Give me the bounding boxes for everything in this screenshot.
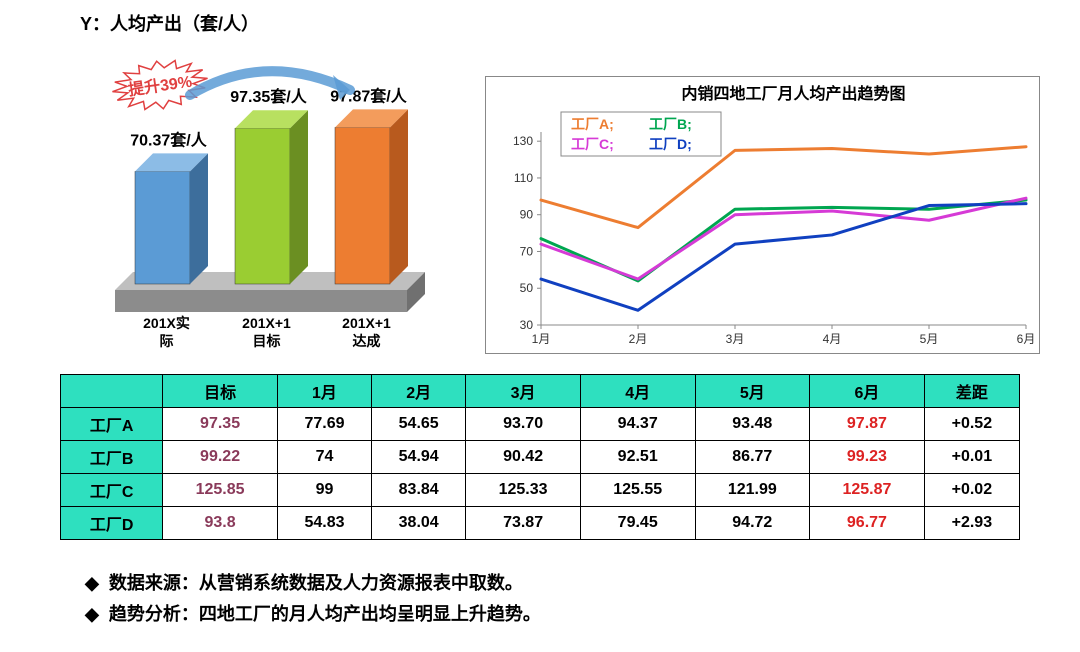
table-cell: 125.85 (163, 474, 278, 507)
svg-text:目标: 目标 (253, 333, 281, 349)
table-cell: 125.55 (580, 474, 695, 507)
table-cell: 74 (277, 441, 371, 474)
table-cell: 125.87 (810, 474, 925, 507)
table-cell: 97.35 (163, 408, 278, 441)
table-cell: 94.37 (580, 408, 695, 441)
svg-text:4月: 4月 (823, 332, 842, 346)
table-header-cell: 4月 (580, 375, 695, 408)
table-cell: 97.87 (810, 408, 925, 441)
svg-text:工厂C;: 工厂C; (571, 136, 614, 152)
line-svg: 内销四地工厂月人均产出趋势图工厂A; 工厂B; 工厂C; 工厂D; 30 50 70 90 11… (486, 77, 1041, 355)
svg-text:工厂B;: 工厂B; (649, 116, 692, 132)
table-cell: 工厂A (61, 408, 163, 441)
table-header-row: 目标1月2月3月4月5月6月差距 (61, 375, 1020, 408)
table-cell: 92.51 (580, 441, 695, 474)
table-cell: 93.8 (163, 507, 278, 540)
table-cell: 54.83 (277, 507, 371, 540)
table-header-cell: 差距 (924, 375, 1019, 408)
svg-text:6月: 6月 (1017, 332, 1036, 346)
table-header-cell: 3月 (466, 375, 581, 408)
svg-text:际: 际 (160, 333, 174, 349)
table-cell: 99.22 (163, 441, 278, 474)
svg-text:内销四地工厂月人均产出趋势图: 内销四地工厂月人均产出趋势图 (681, 84, 905, 103)
table-cell: 93.48 (695, 408, 810, 441)
svg-text:工厂A;: 工厂A; (571, 116, 614, 132)
table-header-cell: 2月 (372, 375, 466, 408)
table-cell: 79.45 (580, 507, 695, 540)
table-header-cell: 1月 (277, 375, 371, 408)
table-cell: +0.52 (924, 408, 1019, 441)
table-cell: 54.94 (372, 441, 466, 474)
svg-text:201X实: 201X实 (143, 315, 190, 331)
table-header-cell (61, 375, 163, 408)
svg-text:70.37套/人: 70.37套/人 (130, 130, 207, 149)
line-chart: 内销四地工厂月人均产出趋势图工厂A; 工厂B; 工厂C; 工厂D; 30 50 70 90 11… (485, 76, 1040, 354)
table-header-cell: 5月 (695, 375, 810, 408)
table-cell: 90.42 (466, 441, 581, 474)
table-cell: 工厂D (61, 507, 163, 540)
svg-text:130: 130 (513, 134, 533, 148)
bullet-item: 数据来源：从营销系统数据及人力资源报表中取数。 (85, 568, 541, 599)
table-cell: 工厂C (61, 474, 163, 507)
table-cell: +2.93 (924, 507, 1019, 540)
svg-text:1月: 1月 (532, 332, 551, 346)
svg-text:30: 30 (520, 318, 534, 332)
table-cell: 96.77 (810, 507, 925, 540)
table-cell: +0.02 (924, 474, 1019, 507)
svg-text:90: 90 (520, 208, 534, 222)
svg-text:97.35套/人: 97.35套/人 (230, 87, 307, 106)
svg-text:达成: 达成 (353, 333, 381, 349)
table-cell: 86.77 (695, 441, 810, 474)
svg-text:2月: 2月 (629, 332, 648, 346)
bullet-item: 趋势分析：四地工厂的月人均产出均呈明显上升趋势。 (85, 599, 541, 630)
svg-text:110: 110 (514, 171, 533, 185)
table-cell: +0.01 (924, 441, 1019, 474)
svg-text:201X+1: 201X+1 (342, 315, 391, 331)
table-cell: 38.04 (372, 507, 466, 540)
svg-text:工厂D;: 工厂D; (649, 136, 692, 152)
page-title: Y：人均产出（套/人） (80, 10, 259, 36)
table-cell: 工厂B (61, 441, 163, 474)
table-row: 工厂A97.3577.6954.6593.7094.3793.4897.87+0… (61, 408, 1020, 441)
table-cell: 99.23 (810, 441, 925, 474)
svg-text:5月: 5月 (920, 332, 939, 346)
svg-text:50: 50 (520, 281, 534, 295)
svg-text:3月: 3月 (726, 332, 745, 346)
table-cell: 94.72 (695, 507, 810, 540)
table-header-cell: 目标 (163, 375, 278, 408)
svg-text:70: 70 (520, 244, 534, 258)
table-cell: 83.84 (372, 474, 466, 507)
bar3d-chart: 70.37套/人201X实际97.35套/人201X+1目标97.87套/人20… (105, 55, 435, 355)
table-cell: 93.70 (466, 408, 581, 441)
bar3d-svg: 70.37套/人201X实际97.35套/人201X+1目标97.87套/人20… (105, 55, 435, 355)
table-row: 工厂C125.859983.84125.33125.55121.99125.87… (61, 474, 1020, 507)
table-cell: 54.65 (372, 408, 466, 441)
table-row: 工厂D93.854.8338.0473.8779.4594.7296.77+2.… (61, 507, 1020, 540)
table-row: 工厂B99.227454.9490.4292.5186.7799.23+0.01 (61, 441, 1020, 474)
table-cell: 121.99 (695, 474, 810, 507)
table-cell: 73.87 (466, 507, 581, 540)
table-cell: 99 (277, 474, 371, 507)
data-table: 目标1月2月3月4月5月6月差距 工厂A97.3577.6954.6593.70… (60, 374, 1020, 540)
bullet-list: 数据来源：从营销系统数据及人力资源报表中取数。 趋势分析：四地工厂的月人均产出均… (85, 568, 541, 629)
table-cell: 77.69 (277, 408, 371, 441)
table-cell: 125.33 (466, 474, 581, 507)
table-header-cell: 6月 (810, 375, 925, 408)
svg-text:201X+1: 201X+1 (242, 315, 291, 331)
